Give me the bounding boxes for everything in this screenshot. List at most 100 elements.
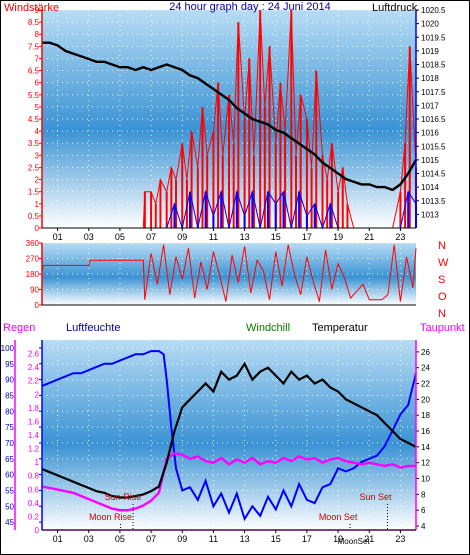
pressure-ticks: 1013 1013.5 1014 1014.5 1015 1015.5 1016 1016.5…: [416, 6, 446, 219]
humidity-axis-label: Luftfeuchte: [66, 322, 120, 334]
axis-tick-label: 1018: [421, 74, 439, 83]
axis-tick-label: 2: [35, 176, 40, 185]
axis-tick-label: 1020: [421, 20, 439, 29]
axis-tick-label: 2: [35, 390, 40, 399]
pressure-axis-label: Luftdruck: [372, 2, 418, 14]
hour-tick-label: 11: [209, 534, 218, 544]
axis-tick-label: 1016: [421, 129, 439, 138]
hour-tick-label: 09: [177, 232, 187, 242]
axis-tick-label: 100: [1, 344, 15, 353]
hour-tick-label: 05: [115, 534, 125, 544]
annotation-label: Sun Rise: [105, 492, 142, 502]
axis-tick-label: 14: [421, 443, 430, 452]
axis-tick-label: 24: [421, 364, 430, 373]
hour-tick-label: 03: [84, 232, 94, 242]
axis-tick-label: 8: [421, 490, 426, 499]
hour-tick-label: 19: [333, 232, 343, 242]
axis-tick-label: 270: [26, 255, 40, 264]
axis-tick-label: 1.2: [28, 445, 40, 454]
axis-tick-label: 0: [35, 224, 40, 233]
climate-grid: [42, 340, 416, 530]
hour-tick-label: 19: [333, 534, 343, 544]
axis-tick-label: 1015: [421, 156, 439, 165]
hour-tick-label: 11: [209, 232, 218, 242]
axis-tick-label: 1.6: [28, 417, 40, 426]
annotation-label: Moon Set: [319, 512, 358, 522]
axis-tick-label: 5.5: [28, 91, 40, 100]
axis-tick-label: 0.5: [28, 212, 40, 221]
axis-tick-label: 0.2: [28, 512, 40, 521]
axis-tick-label: 16: [421, 427, 430, 436]
axis-tick-label: 22: [421, 380, 430, 389]
axis-tick-label: 10: [421, 475, 430, 484]
axis-tick-label: 4: [421, 522, 426, 531]
axis-tick-label: 20: [421, 395, 430, 404]
axis-tick-label: 6: [421, 506, 426, 515]
pressure-series: [42, 41, 418, 192]
axis-tick-label: 1019.5: [421, 33, 446, 42]
compass-label: N: [438, 240, 446, 252]
axis-tick-label: 45: [5, 518, 14, 527]
hour-tick-label: 07: [146, 232, 156, 242]
axis-tick-label: 60: [5, 471, 14, 480]
hour-tick-label: 05: [115, 232, 125, 242]
axis-tick-label: 1.8: [28, 404, 40, 413]
wind-speed-axis-label: Windstärke: [4, 2, 59, 14]
climate-hour-ticks: 01 03 05 07 09 11 13 15 17 19 21 23: [53, 530, 405, 544]
axis-tick-label: 1014.5: [421, 170, 446, 179]
temperature-axis-label: Temperatur: [312, 322, 368, 334]
hour-tick-label: 13: [240, 534, 250, 544]
axis-tick-label: 0.4: [28, 499, 40, 508]
axis-tick-label: 0.6: [28, 485, 40, 494]
axis-tick-label: 4: [35, 127, 40, 136]
hour-tick-label: 17: [302, 232, 312, 242]
axis-tick-label: 1013: [421, 210, 439, 219]
axis-tick-label: 95: [5, 360, 14, 369]
axis-tick-label: 1018.5: [421, 61, 446, 70]
temperature-ticks: 4 6 8 10 12 14 16 18 20 22 24 26: [416, 348, 430, 531]
dewpoint-axis-label: Taupunkt: [420, 322, 465, 334]
climate-plot-area: [42, 340, 416, 530]
axis-tick-label: 2.5: [28, 163, 40, 172]
axis-tick-label: 5: [35, 103, 40, 112]
axis-tick-label: 90: [5, 376, 14, 385]
axis-tick-label: 1017.5: [421, 88, 446, 97]
axis-tick-label: 12: [421, 459, 430, 468]
hour-tick-label: 23: [395, 534, 405, 544]
axis-tick-label: 8.5: [28, 18, 40, 27]
annotation-label: Sun Set: [359, 492, 392, 502]
axis-tick-label: 1016.5: [421, 115, 446, 124]
hour-tick-label: 15: [271, 534, 281, 544]
windchill-label: Windchill: [246, 322, 290, 334]
dewpoint-series: [41, 451, 416, 512]
axis-tick-label: 4.5: [28, 115, 40, 124]
axis-tick-label: 18: [421, 411, 430, 420]
axis-tick-label: 55: [5, 486, 14, 495]
annotation-label: MoonSet: [338, 537, 371, 546]
hour-tick-label: 01: [53, 232, 63, 242]
compass-label: W: [438, 257, 449, 269]
axis-tick-label: 0.8: [28, 472, 40, 481]
axis-tick-label: 8: [35, 30, 40, 39]
axis-tick-label: 75: [5, 423, 14, 432]
hour-tick-label: 07: [146, 534, 156, 544]
axis-tick-label: 6.5: [28, 67, 40, 76]
axis-tick-label: 1.4: [28, 431, 40, 440]
temperature-series: [41, 361, 417, 499]
axis-tick-label: 80: [5, 407, 14, 416]
axis-tick-label: 1020.5: [421, 6, 446, 15]
wind-direction-series: [41, 244, 417, 302]
hour-tick-label: 01: [53, 534, 63, 544]
axis-tick-label: 70: [5, 439, 14, 448]
chart-title: 24 hour graph day : 24 Juni 2014: [169, 1, 330, 13]
hour-tick-label: 03: [84, 534, 94, 544]
hour-tick-label: 09: [177, 534, 187, 544]
axis-tick-label: 1017: [421, 101, 439, 110]
axis-tick-label: 85: [5, 391, 14, 400]
axis-tick-label: 3: [35, 151, 40, 160]
humidity-series: [41, 350, 417, 522]
axis-tick-label: 1.5: [28, 188, 40, 197]
compass-label: S: [438, 274, 445, 286]
